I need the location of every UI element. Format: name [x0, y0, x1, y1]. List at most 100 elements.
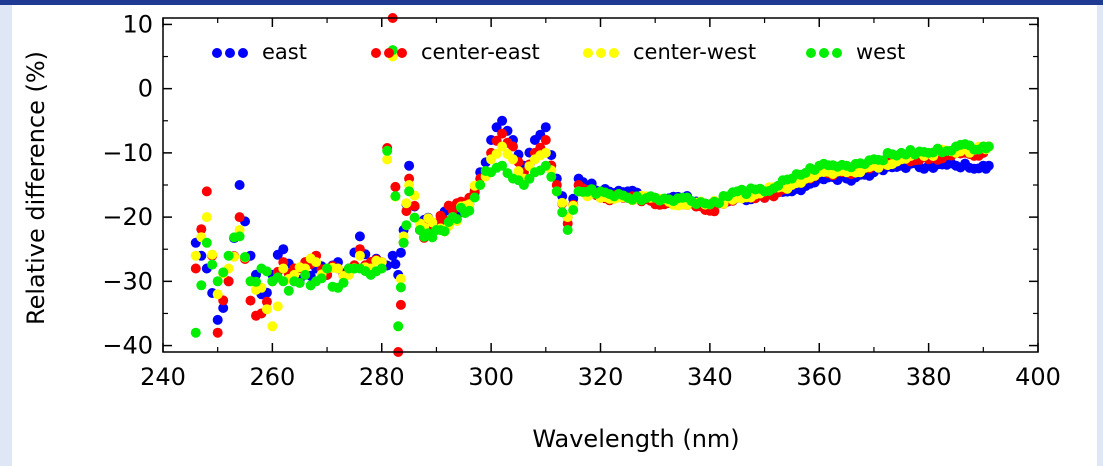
legend-item-center-west: center-west [583, 40, 756, 64]
legend-item-east: east [212, 40, 307, 64]
data-point [196, 280, 206, 290]
data-point [557, 198, 567, 208]
data-point [317, 273, 327, 283]
data-point [300, 270, 310, 280]
data-point [224, 251, 234, 261]
data-point [404, 186, 414, 196]
legend-swatch [583, 48, 593, 58]
data-point [213, 328, 223, 338]
data-point [191, 328, 201, 338]
x-tick-label: 400 [1015, 363, 1061, 391]
data-point [557, 207, 567, 217]
data-point [191, 251, 201, 261]
data-point [546, 172, 556, 182]
data-points [191, 13, 994, 357]
data-point [541, 135, 551, 145]
data-point [240, 252, 250, 262]
data-point [393, 321, 403, 331]
legend-swatch [806, 48, 816, 58]
data-point [475, 180, 485, 190]
legend-label: east [262, 40, 307, 64]
data-point [355, 231, 365, 241]
data-point [563, 225, 573, 235]
data-point [235, 180, 245, 190]
data-point [508, 154, 518, 164]
data-point [322, 264, 332, 274]
data-point [541, 161, 551, 171]
y-tick-label: −30 [102, 267, 153, 295]
data-point [390, 259, 400, 269]
data-point [401, 220, 411, 230]
legend-swatch [609, 48, 619, 58]
data-point [273, 301, 283, 311]
legend-swatch [384, 48, 394, 58]
data-point [191, 264, 201, 274]
data-point [262, 266, 272, 276]
axis-ticks: 240 260 280 300 320 340 360 380 400 10 0 −10 −20 −30 −… [102, 10, 1061, 391]
legend-swatch [225, 48, 235, 58]
series-west [191, 45, 994, 338]
data-point [984, 161, 994, 171]
legend-swatch [397, 48, 407, 58]
y-tick-label: −10 [102, 139, 153, 167]
data-point [213, 289, 223, 299]
data-point [497, 129, 507, 139]
data-point [278, 264, 288, 274]
data-point [207, 250, 217, 260]
data-point [295, 278, 305, 288]
series-east [191, 116, 994, 325]
data-point [410, 213, 420, 223]
data-point [213, 315, 223, 325]
data-point [382, 155, 392, 165]
plot-frame [163, 18, 1038, 352]
data-point [452, 214, 462, 224]
legend-swatch [832, 48, 842, 58]
data-point [396, 282, 406, 292]
x-tick-label: 280 [359, 363, 405, 391]
data-point [213, 276, 223, 286]
data-point [262, 304, 272, 314]
data-point [552, 186, 562, 196]
x-tick-label: 240 [140, 363, 186, 391]
legend-swatch [238, 48, 248, 58]
data-point [235, 231, 245, 241]
y-tick-label: −40 [102, 332, 153, 360]
x-tick-label: 360 [796, 363, 842, 391]
data-point [497, 116, 507, 126]
data-point [396, 300, 406, 310]
data-point [207, 260, 217, 270]
data-point [267, 321, 277, 331]
data-point [541, 122, 551, 132]
data-point [339, 278, 349, 288]
data-point [202, 212, 212, 222]
data-point [251, 277, 261, 287]
y-axis-title: Relative difference (%) [22, 51, 50, 325]
data-point [470, 193, 480, 203]
data-point [396, 248, 406, 258]
x-tick-label: 380 [906, 363, 952, 391]
data-point [202, 186, 212, 196]
data-point [399, 238, 409, 248]
data-point [440, 226, 450, 236]
data-point [311, 257, 321, 267]
x-tick-label: 320 [578, 363, 624, 391]
data-point [284, 286, 294, 296]
legend-swatch [212, 48, 222, 58]
data-point [568, 205, 578, 215]
data-point [404, 161, 414, 171]
data-point [246, 296, 256, 306]
data-point [464, 206, 474, 216]
legend-label: west [856, 40, 905, 64]
data-point [984, 142, 994, 152]
data-point [390, 191, 400, 201]
legend-swatch [596, 48, 606, 58]
data-point [541, 148, 551, 158]
data-point [401, 198, 411, 208]
legend: east center-east center-west west [212, 40, 905, 64]
data-point [235, 212, 245, 222]
legend-swatch [819, 48, 829, 58]
data-point [202, 238, 212, 248]
legend-label: center-west [633, 40, 756, 64]
data-point [218, 267, 228, 277]
